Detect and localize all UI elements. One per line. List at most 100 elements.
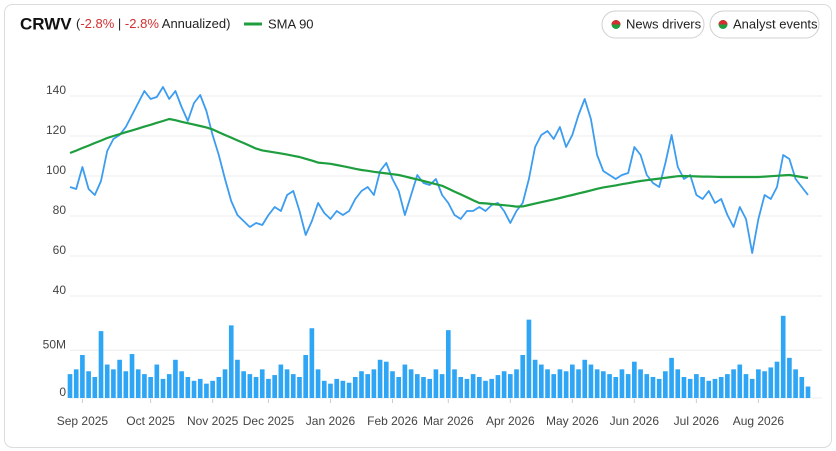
button-label[interactable]: Analyst events xyxy=(733,16,818,31)
volume-bar xyxy=(173,359,178,398)
x-tick-label: Jun 2026 xyxy=(610,414,660,428)
volume-bar xyxy=(80,355,85,398)
volume-bar xyxy=(570,364,575,398)
volume-bar xyxy=(414,374,420,398)
volume-bar xyxy=(799,376,805,398)
volume-bar xyxy=(191,380,197,398)
volume-bar xyxy=(718,376,724,398)
volume-bar xyxy=(67,374,73,398)
volume-bar xyxy=(650,376,656,398)
volume-bar xyxy=(129,354,135,398)
volume-bar xyxy=(743,374,749,398)
volume-bar xyxy=(483,380,488,398)
volume-bar xyxy=(539,364,544,398)
volume-bar xyxy=(762,371,767,398)
volume-bar xyxy=(780,315,786,398)
volume-bar xyxy=(421,376,426,398)
volume-bar xyxy=(179,371,184,398)
volume-bar xyxy=(383,361,389,398)
volume-bar xyxy=(551,374,557,398)
volume-bar xyxy=(520,355,526,398)
volume-bar xyxy=(216,376,222,398)
volume-bar xyxy=(700,376,705,398)
volume-bar xyxy=(632,361,637,398)
volume-bar xyxy=(725,374,730,398)
volume-bar xyxy=(142,374,147,398)
volume-bar xyxy=(135,369,141,398)
volume-bar xyxy=(445,330,451,398)
volume-bar xyxy=(793,369,798,398)
volume-bar xyxy=(545,369,550,398)
volume-bar xyxy=(613,376,619,398)
volume-bar xyxy=(625,374,631,398)
volume-bar xyxy=(111,369,116,398)
volume-bar xyxy=(365,374,371,398)
volume-bar xyxy=(247,374,253,398)
volume-bar xyxy=(309,328,315,398)
volume-bar xyxy=(334,378,339,398)
volume-bar xyxy=(439,374,445,398)
volume-bar xyxy=(687,378,693,398)
y-tick-label: 40 xyxy=(53,283,67,297)
news-button[interactable]: News drivers xyxy=(601,10,705,39)
x-tick-label: Aug 2026 xyxy=(733,414,785,428)
volume-bar xyxy=(86,371,91,398)
volume-bar xyxy=(284,369,290,398)
volume-bar xyxy=(774,361,780,398)
button-label[interactable]: News drivers xyxy=(626,16,702,31)
volume-bar xyxy=(501,371,507,398)
volume-bar xyxy=(402,364,408,398)
volume-bar xyxy=(241,371,246,398)
summary-part: Annualized) xyxy=(159,16,231,31)
change: -2.8% xyxy=(80,16,114,31)
volume-bar xyxy=(396,376,402,398)
volume-bar xyxy=(526,319,532,398)
volume-bar xyxy=(104,364,110,398)
volume-bar xyxy=(266,378,271,398)
volume-bar xyxy=(259,369,265,398)
volume-bar xyxy=(210,380,215,398)
volume-bar xyxy=(681,376,687,398)
volume-bar xyxy=(253,376,259,398)
volume-bar xyxy=(166,374,172,398)
volume-bar xyxy=(476,376,482,398)
volume-bar xyxy=(160,378,166,398)
volume-bar xyxy=(588,364,594,398)
summary-part: ( xyxy=(76,16,81,31)
volume-bar xyxy=(694,374,699,398)
volume-bar xyxy=(768,367,774,398)
series-line xyxy=(69,86,809,254)
volume-bar xyxy=(731,369,736,398)
y-tick-label: 80 xyxy=(53,203,67,217)
volume-bar xyxy=(706,380,712,398)
x-tick-label: Sep 2025 xyxy=(57,414,109,428)
volume-bar xyxy=(514,369,519,398)
volume-bar xyxy=(390,371,395,398)
x-tick-label: Oct 2025 xyxy=(126,414,175,428)
volume-bar xyxy=(303,355,308,398)
x-tick-label: Feb 2026 xyxy=(367,414,418,428)
volume-bar xyxy=(656,378,662,398)
volume-bar xyxy=(297,376,302,398)
volume-bar xyxy=(489,378,495,398)
volume-bar xyxy=(644,374,650,398)
volume-bar xyxy=(228,325,234,398)
volume-bar xyxy=(532,359,538,398)
volume-bar xyxy=(346,382,352,398)
volume-bar xyxy=(470,374,476,398)
volume-bar xyxy=(495,375,501,398)
volume-bar xyxy=(92,376,98,398)
analyst-button[interactable]: Analyst events xyxy=(709,10,820,39)
volume-bar xyxy=(576,369,581,398)
volume-bar xyxy=(557,369,563,398)
volume-bar xyxy=(787,357,792,398)
volume-bar xyxy=(563,371,569,398)
volume-bar xyxy=(594,369,600,398)
volume-bar xyxy=(464,378,470,398)
series-line xyxy=(69,117,809,208)
y-tick-label: 120 xyxy=(46,123,66,137)
y-tick-label: 0 xyxy=(59,385,66,399)
volume-bar xyxy=(197,378,203,398)
volume-bar xyxy=(235,359,240,398)
volume-bar xyxy=(204,383,209,398)
